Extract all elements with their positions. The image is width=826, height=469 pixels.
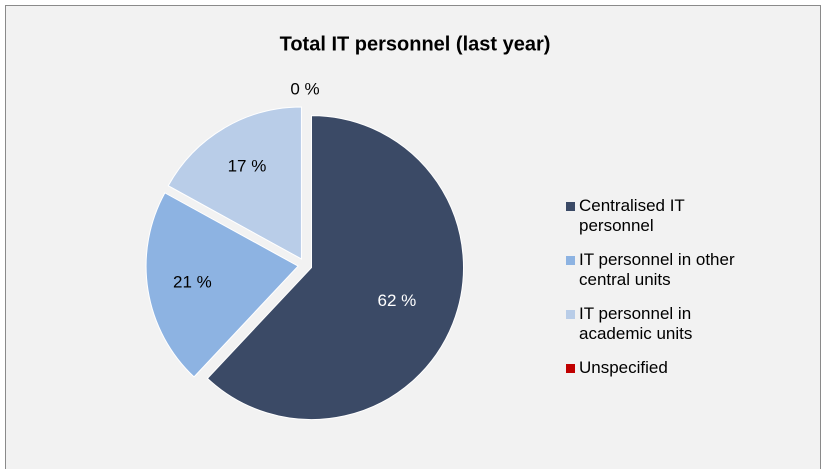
legend-swatch xyxy=(566,364,575,373)
legend-item: Unspecified xyxy=(566,358,796,378)
legend: Centralised IT personnel IT personnel in … xyxy=(566,196,796,392)
data-label: 21 % xyxy=(173,272,212,291)
legend-swatch xyxy=(566,202,575,211)
legend-item: IT personnel in other central units xyxy=(566,250,796,290)
legend-label: IT personnel in other central units xyxy=(579,250,735,289)
data-label: 17 % xyxy=(228,156,267,175)
pie-slice xyxy=(167,106,302,260)
pie-slice xyxy=(145,192,299,378)
legend-label: IT personnel in academic units xyxy=(579,304,693,343)
legend-label: Unspecified xyxy=(579,358,668,377)
data-label: 0 % xyxy=(290,80,319,99)
data-label: 62 % xyxy=(377,291,416,310)
pie-slice xyxy=(206,115,464,421)
legend-swatch xyxy=(566,310,575,319)
chart-title: Total IT personnel (last year) xyxy=(280,33,551,55)
legend-item: IT personnel in academic units xyxy=(566,304,796,344)
legend-item: Centralised IT personnel xyxy=(566,196,796,236)
legend-label: Centralised IT personnel xyxy=(579,196,685,235)
legend-swatch xyxy=(566,256,575,265)
